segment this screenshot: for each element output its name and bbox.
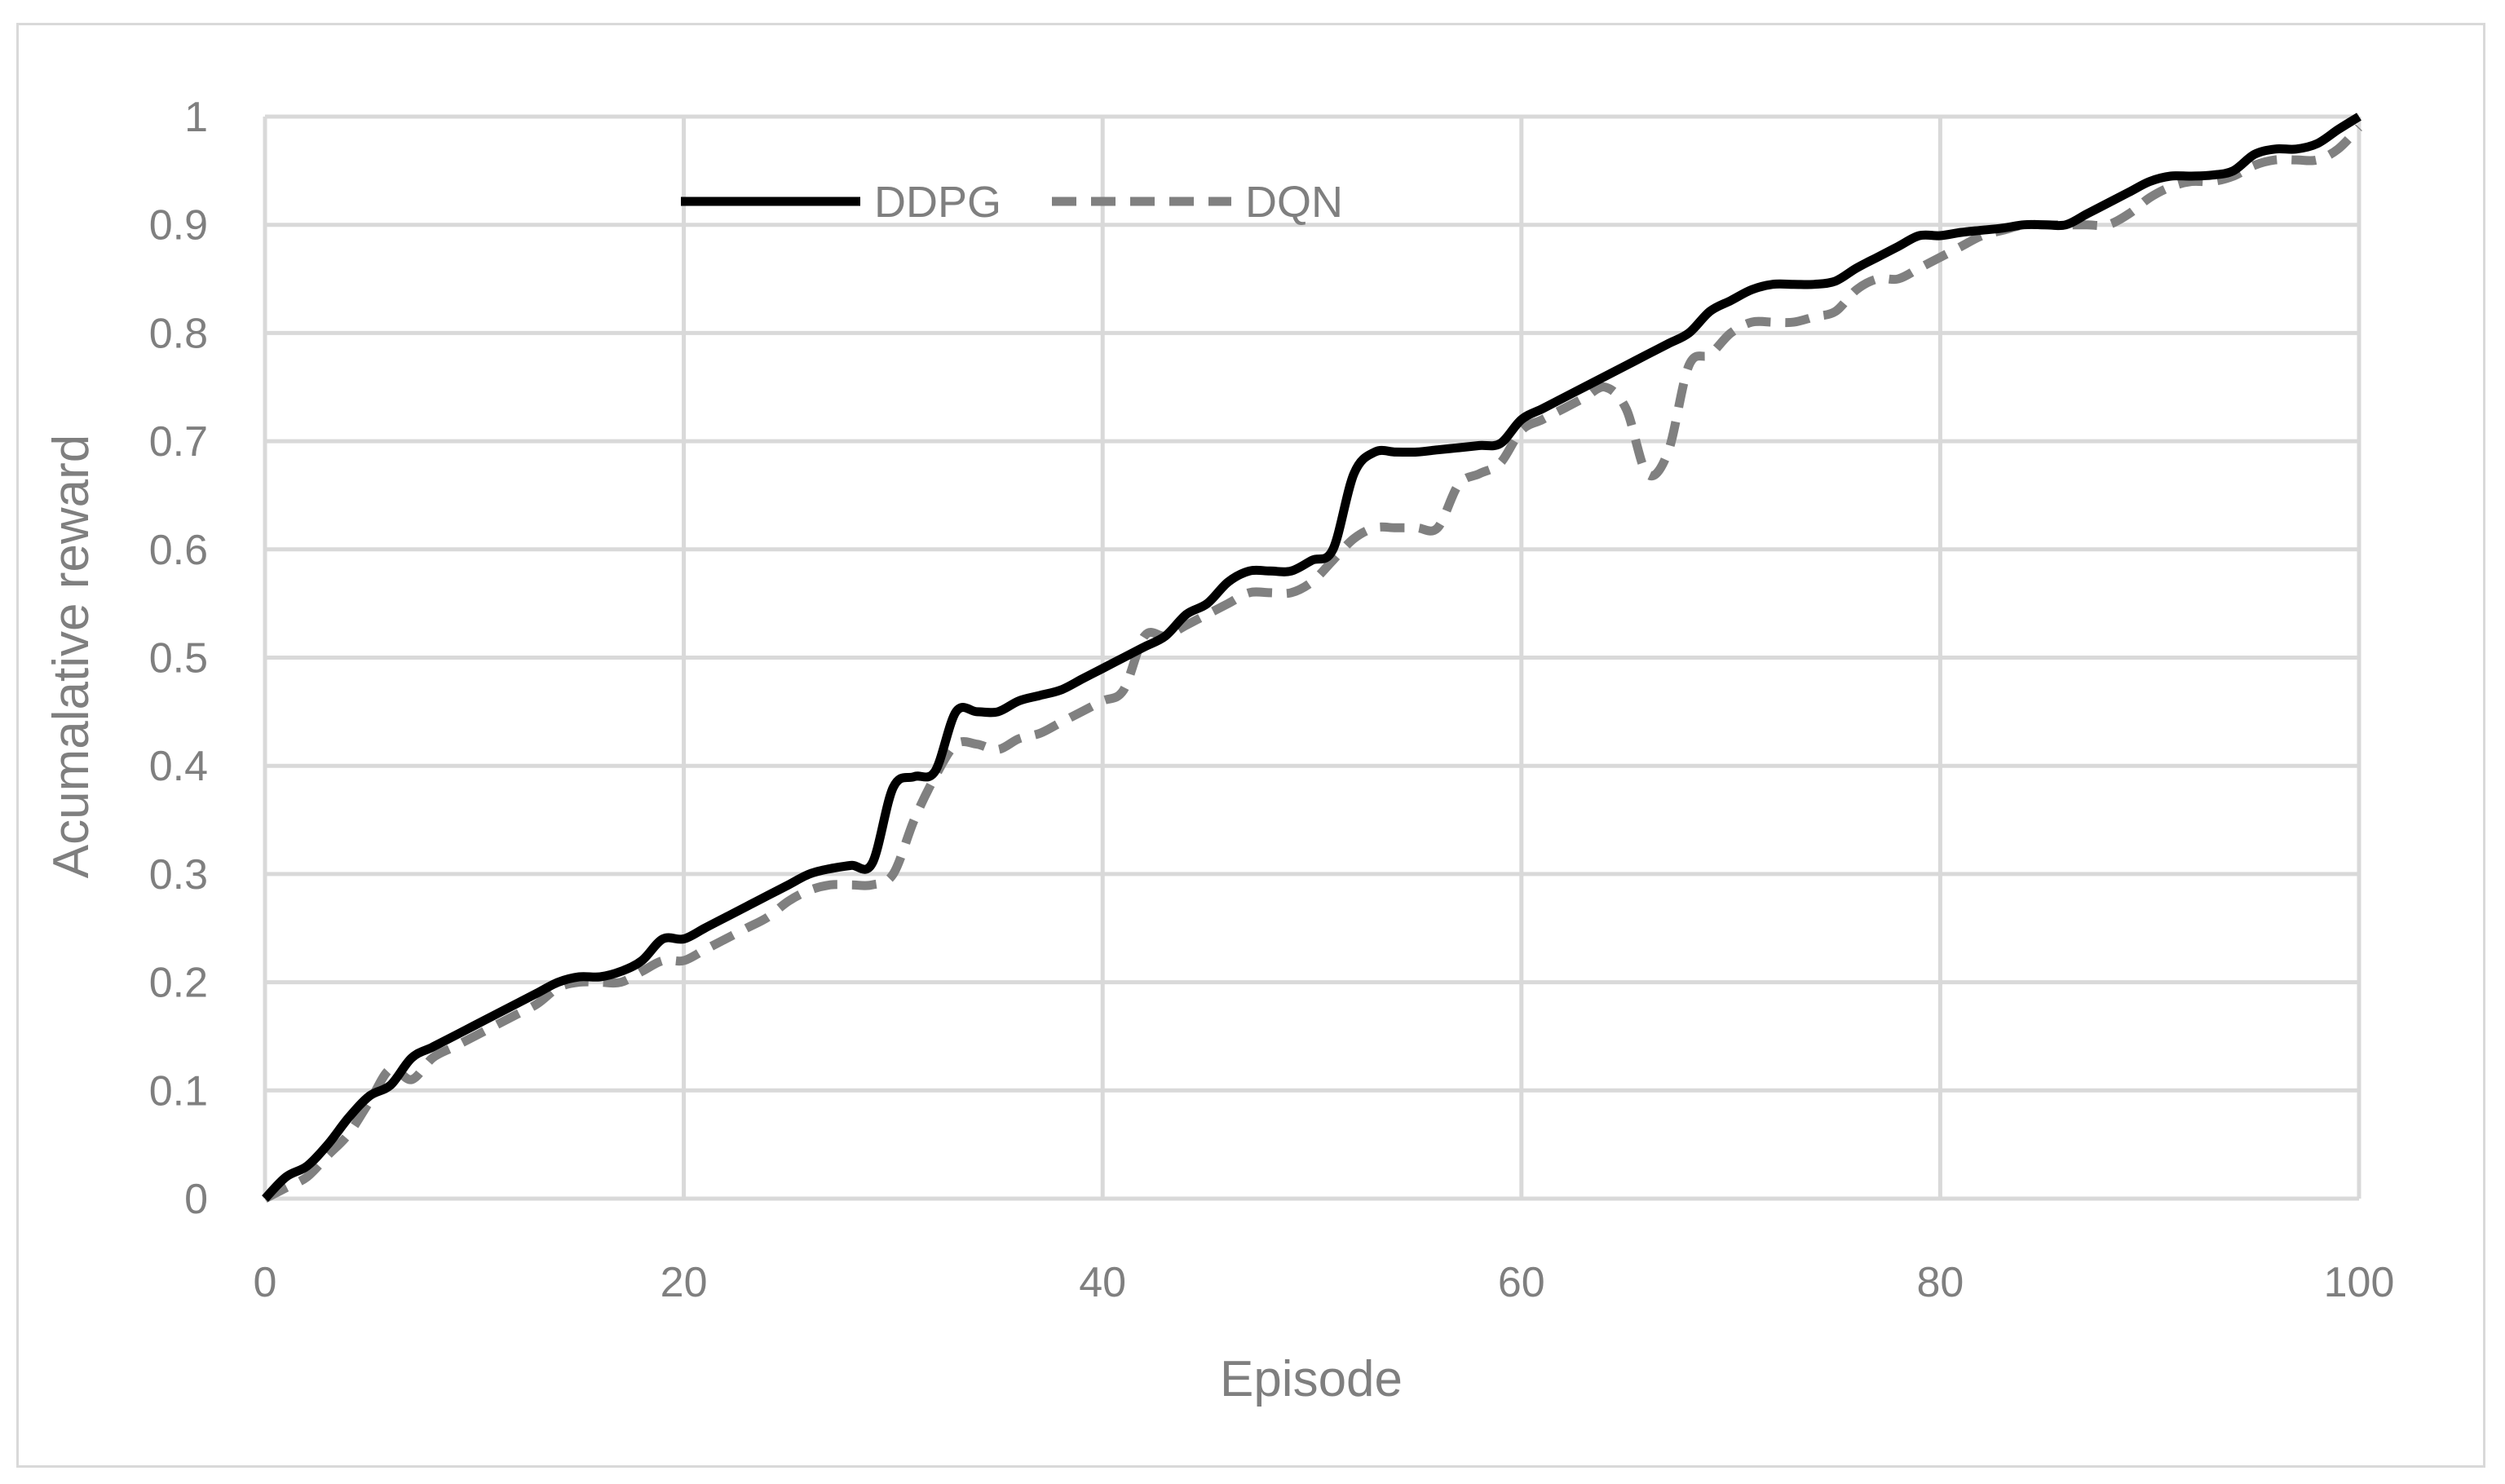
series-layer (261, 113, 2363, 1203)
y-tick-label: 0.5 (149, 635, 208, 682)
legend-label-dqn: DQN (1245, 178, 1343, 227)
gridlines (263, 114, 2361, 1201)
series-line-ddpg (261, 113, 2361, 1202)
legend-label-ddpg: DDPG (874, 178, 1001, 227)
x-tick-label: 20 (660, 1259, 708, 1306)
x-tick-label: 40 (1079, 1259, 1126, 1306)
series-line-dqn (263, 124, 2363, 1203)
x-axis-title: Episode (1220, 1351, 1403, 1407)
y-tick-label: 0.3 (149, 851, 208, 899)
y-tick-label: 0.9 (149, 202, 208, 250)
y-tick-label: 0 (184, 1176, 208, 1223)
y-tick-label: 0.2 (149, 960, 208, 1007)
x-tick-labels: 0 20 40 60 80 100 (254, 1259, 2395, 1306)
x-tick-label: 80 (1916, 1259, 1964, 1306)
y-axis-title: Acumalative reward (43, 435, 99, 878)
y-tick-labels: 0 0.1 0.2 0.3 0.4 0.5 0.6 0.7 0.8 0.9 1 (149, 94, 208, 1223)
y-tick-label: 0.4 (149, 743, 208, 790)
chart-frame (16, 23, 2485, 1468)
y-tick-label: 0.1 (149, 1067, 208, 1115)
x-tick-label: 60 (1498, 1259, 1545, 1306)
legend: DDPG DQN (681, 178, 1343, 227)
x-tick-label: 0 (254, 1259, 277, 1306)
y-tick-label: 0.6 (149, 527, 208, 574)
y-tick-label: 0.8 (149, 310, 208, 357)
y-tick-label: 0.7 (149, 418, 208, 466)
y-tick-label: 1 (184, 94, 208, 141)
x-tick-label: 100 (2324, 1259, 2395, 1306)
